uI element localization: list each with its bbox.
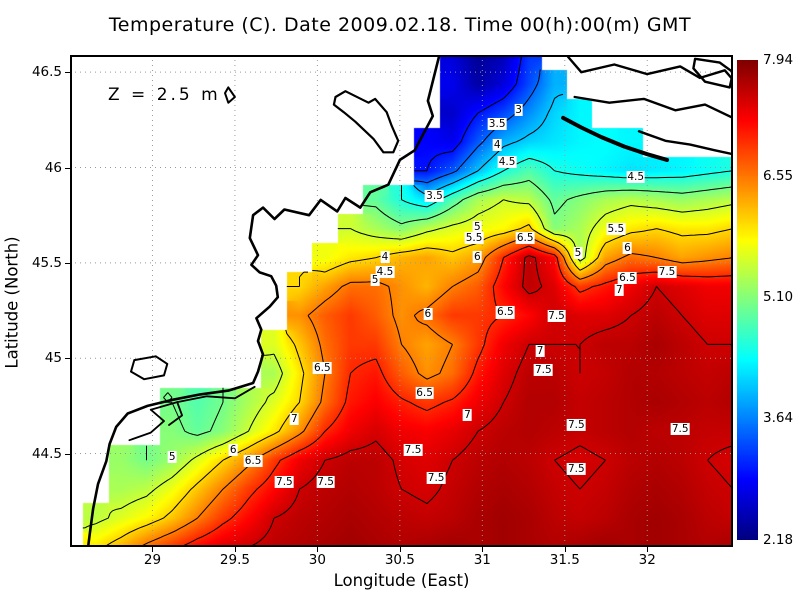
y-tick-mark bbox=[65, 167, 70, 169]
coastline-west-coast bbox=[86, 55, 441, 547]
contour-label: 4.5 bbox=[497, 155, 517, 168]
contour-label: 4.5 bbox=[375, 266, 395, 279]
coastline-danube-arm-3 bbox=[168, 401, 183, 426]
contour-label: 7.5 bbox=[533, 363, 553, 376]
y-tick-mark bbox=[65, 262, 70, 264]
coastline-liman-lagoon bbox=[332, 90, 400, 154]
x-axis-label: Longitude (East) bbox=[333, 571, 470, 590]
contour-label: 6.5 bbox=[618, 272, 637, 285]
contour-label: 4 bbox=[492, 138, 502, 151]
contour-label: 7.5 bbox=[426, 472, 446, 485]
coastline-small-lagoon-west bbox=[224, 86, 236, 104]
y-axis-label: Latitude (North) bbox=[2, 236, 22, 369]
x-tick-mark bbox=[234, 547, 236, 552]
contour-label: 5.5 bbox=[464, 232, 484, 245]
contour-label: 3.5 bbox=[487, 117, 507, 130]
y-tick-label: 44.5 bbox=[31, 445, 62, 462]
coastline-spit-corner-blob bbox=[692, 57, 733, 89]
temperature-field-canvas bbox=[70, 55, 733, 547]
contour-label: 6.5 bbox=[515, 232, 535, 245]
x-tick-mark bbox=[564, 547, 566, 552]
contour-label: 7.5 bbox=[316, 476, 335, 489]
contour-label: 4 bbox=[380, 251, 390, 264]
x-tick-mark bbox=[399, 547, 401, 552]
colorbar-tick-label: 2.18 bbox=[763, 532, 794, 548]
contour-label: 6.5 bbox=[496, 306, 515, 319]
contour-label: 3.5 bbox=[425, 190, 444, 203]
coastline-danube-arm-1 bbox=[149, 385, 256, 411]
y-tick-label: 45.5 bbox=[31, 254, 62, 271]
y-tick-label: 46 bbox=[44, 159, 62, 176]
x-tick-mark bbox=[317, 547, 319, 552]
contour-label: 5 bbox=[573, 247, 583, 260]
colorbar-tick-label: 5.10 bbox=[763, 288, 794, 305]
contour-label: 5 bbox=[167, 451, 177, 464]
x-tick-label: 31.5 bbox=[549, 552, 580, 568]
plot-area: 3 3.5 4 4.5 3.5 4.5 5.5 6 5 6.5 7 7.5 5 5.5 6.5 4 4.5 5 6 6… bbox=[70, 55, 733, 547]
gridlines bbox=[70, 55, 733, 547]
colorbar bbox=[737, 60, 758, 540]
coastlines bbox=[86, 55, 733, 547]
coastline-sasyk-lagoon bbox=[130, 355, 169, 381]
contour-label: 7 bbox=[289, 413, 299, 426]
colorbar-tick-label: 6.55 bbox=[763, 167, 794, 184]
contour-label: 7.5 bbox=[670, 422, 690, 435]
contour-label: 6 bbox=[623, 241, 632, 254]
x-tick-mark bbox=[647, 547, 649, 552]
contour-label: 6 bbox=[423, 308, 433, 321]
contour-label: 7 bbox=[614, 283, 624, 296]
coastline-spit-north-2 bbox=[573, 95, 733, 120]
x-tick-label: 30.5 bbox=[384, 552, 415, 568]
y-tick-mark bbox=[65, 72, 70, 74]
x-tick-label: 30 bbox=[308, 552, 326, 568]
contour-label: 6 bbox=[473, 251, 482, 264]
y-tick-mark bbox=[65, 453, 70, 455]
contour-label: 6.5 bbox=[243, 455, 263, 468]
coastline-tendra-spit bbox=[561, 115, 669, 162]
colorbar-tick-label: 3.64 bbox=[763, 410, 794, 427]
x-tick-label: 32 bbox=[638, 552, 656, 568]
contour-label: 6.5 bbox=[312, 361, 332, 374]
contour-label: 5 bbox=[473, 220, 482, 233]
y-tick-label: 45 bbox=[44, 350, 62, 367]
contour-label: 7.5 bbox=[403, 443, 423, 456]
colorbar-tick-label: 7.94 bbox=[763, 52, 794, 68]
contour-label: 5.5 bbox=[606, 222, 626, 235]
contour-label: 7 bbox=[463, 409, 472, 422]
map-overlay bbox=[70, 55, 733, 547]
depth-annotation: Z = 2.5 m bbox=[108, 85, 221, 105]
y-tick-label: 46.5 bbox=[31, 64, 62, 81]
contour-label: 7.5 bbox=[275, 476, 294, 489]
y-tick-mark bbox=[65, 358, 70, 360]
contour-path bbox=[82, 55, 733, 547]
contour-label: 3 bbox=[514, 104, 523, 117]
contour-label: 7 bbox=[535, 344, 545, 357]
contour-label: 7.5 bbox=[657, 266, 677, 279]
contour-label: 4.5 bbox=[626, 171, 646, 184]
x-tick-label: 29.5 bbox=[219, 552, 250, 568]
contour-label: 7.5 bbox=[566, 462, 586, 475]
contour-label: 6 bbox=[228, 443, 238, 456]
contour-label: 5 bbox=[370, 273, 380, 287]
contour-lines bbox=[82, 55, 733, 547]
x-tick-mark bbox=[482, 547, 484, 552]
coastline-danube-arm-2 bbox=[128, 408, 165, 442]
plot-frame bbox=[70, 55, 733, 547]
x-tick-mark bbox=[152, 547, 154, 552]
x-tick-label: 29 bbox=[143, 552, 162, 568]
contour-label: 6.5 bbox=[415, 386, 434, 399]
contour-label: 7.5 bbox=[566, 418, 586, 431]
x-tick-label: 31 bbox=[473, 552, 491, 568]
coastline-spit-north-1 bbox=[566, 55, 733, 81]
chart-title: Temperature (C). Date 2009.02.18. Time 0… bbox=[108, 14, 692, 36]
coastline-east-coast bbox=[637, 130, 733, 156]
contour-label: 7.5 bbox=[547, 310, 566, 323]
